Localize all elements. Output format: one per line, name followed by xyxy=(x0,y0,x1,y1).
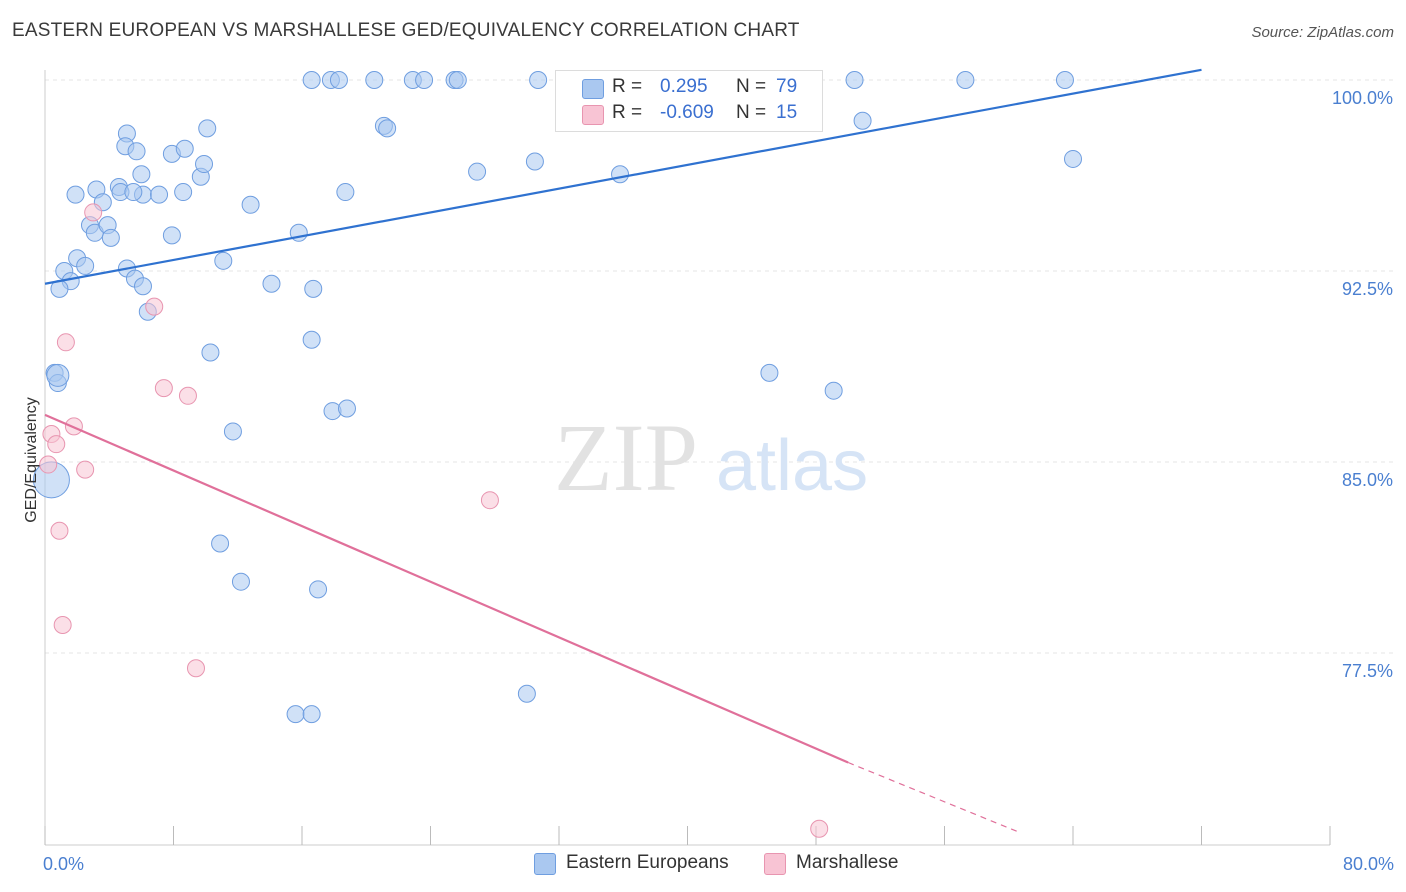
legend-r-value: 0.295 xyxy=(660,76,708,97)
y-tick-label: 85.0% xyxy=(1342,470,1393,490)
point-eastern-european xyxy=(198,119,217,138)
point-marshallese xyxy=(53,615,72,634)
point-eastern-european xyxy=(76,256,95,275)
point-eastern-european xyxy=(150,185,169,204)
series-label: Marshallese xyxy=(796,852,899,873)
point-marshallese xyxy=(186,659,205,678)
point-marshallese xyxy=(84,203,103,222)
trend-lines xyxy=(44,68,1202,832)
point-eastern-european xyxy=(201,343,220,362)
y-tick-labels: 100.0% 92.5% 85.0% 77.5% xyxy=(1332,88,1393,681)
source-label: Source: ZipAtlas.com xyxy=(1251,24,1394,41)
point-eastern-european xyxy=(517,684,536,703)
point-eastern-european xyxy=(231,572,250,591)
point-eastern-european xyxy=(195,155,214,174)
legend-n-value: 15 xyxy=(776,102,798,123)
point-eastern-european xyxy=(223,422,242,441)
legend-n-value: 79 xyxy=(776,76,798,97)
point-eastern-european xyxy=(525,152,544,171)
point-marshallese xyxy=(154,379,173,398)
point-eastern-european xyxy=(760,363,779,382)
series-swatch-blue xyxy=(534,853,556,875)
point-marshallese xyxy=(810,819,829,838)
point-eastern-european xyxy=(956,71,975,89)
legend-swatch-pink xyxy=(582,105,604,125)
point-eastern-european xyxy=(1064,149,1082,168)
legend-n-label: N = xyxy=(736,102,767,123)
trend-line-eastern-europeans xyxy=(44,68,1202,285)
point-marshallese xyxy=(56,333,75,352)
point-eastern-european xyxy=(132,165,151,184)
y-tick-label: 92.5% xyxy=(1342,279,1393,299)
point-eastern-european xyxy=(127,142,146,161)
point-eastern-european xyxy=(845,71,864,89)
point-marshallese xyxy=(50,521,69,540)
point-eastern-european xyxy=(365,71,384,89)
data-points xyxy=(32,71,1082,838)
point-eastern-european xyxy=(1055,71,1074,89)
trend-line-marshallese xyxy=(44,413,849,764)
point-marshallese xyxy=(39,455,58,474)
trend-line-marshallese-extension xyxy=(847,761,1018,832)
y-tick-label: 100.0% xyxy=(1332,88,1393,108)
watermark-atlas: atlas xyxy=(716,426,868,506)
point-eastern-european xyxy=(309,580,328,599)
point-eastern-european xyxy=(286,705,305,724)
point-marshallese xyxy=(178,386,197,405)
point-eastern-european xyxy=(337,399,356,418)
point-eastern-european xyxy=(133,277,152,296)
point-marshallese xyxy=(145,297,164,316)
point-eastern-european xyxy=(262,274,281,293)
point-eastern-european xyxy=(46,363,70,387)
point-eastern-european xyxy=(529,71,548,89)
x-tick-label: 80.0% xyxy=(1343,854,1394,874)
point-eastern-european xyxy=(211,534,230,553)
point-eastern-european xyxy=(304,279,323,298)
point-eastern-european xyxy=(415,71,434,89)
legend-n-label: N = xyxy=(736,76,767,97)
point-eastern-european xyxy=(214,251,233,270)
chart-title: EASTERN EUROPEAN VS MARSHALLESE GED/EQUI… xyxy=(12,20,800,41)
point-eastern-european xyxy=(241,195,260,214)
point-eastern-european xyxy=(162,226,181,245)
point-eastern-european xyxy=(124,183,143,202)
point-eastern-european xyxy=(302,71,321,89)
point-marshallese xyxy=(47,435,66,454)
point-marshallese xyxy=(480,491,499,510)
point-eastern-european xyxy=(175,139,194,158)
point-eastern-european xyxy=(824,381,843,400)
series-swatch-pink xyxy=(764,853,786,875)
y-tick-label: 77.5% xyxy=(1342,661,1393,681)
point-eastern-european xyxy=(302,330,321,349)
point-eastern-european xyxy=(174,183,193,202)
point-eastern-european xyxy=(66,185,85,204)
watermark-zip: ZIP xyxy=(554,404,698,511)
y-axis-title: GED/Equivalency xyxy=(23,397,40,522)
legend-r-value: -0.609 xyxy=(660,102,714,123)
point-eastern-european xyxy=(302,705,321,724)
point-eastern-european xyxy=(101,228,120,247)
x-tick-label: 0.0% xyxy=(43,854,84,874)
point-eastern-european xyxy=(468,162,487,181)
point-eastern-european xyxy=(378,119,397,138)
point-marshallese xyxy=(76,460,95,479)
point-eastern-european xyxy=(611,165,630,184)
point-eastern-european xyxy=(336,183,355,202)
legend-r-label: R = xyxy=(612,102,643,123)
grid-lines xyxy=(45,79,1395,654)
point-eastern-european xyxy=(329,71,348,89)
point-eastern-european xyxy=(853,111,872,130)
legend-swatch-blue xyxy=(582,79,604,99)
stats-legend: R = 0.295 N = 79 R = -0.609 N = 15 xyxy=(555,70,823,132)
legend-r-label: R = xyxy=(612,76,643,97)
x-tick-labels: 0.0% 80.0% xyxy=(43,854,1394,874)
point-eastern-european xyxy=(448,71,467,89)
series-label: Eastern Europeans xyxy=(566,852,729,873)
